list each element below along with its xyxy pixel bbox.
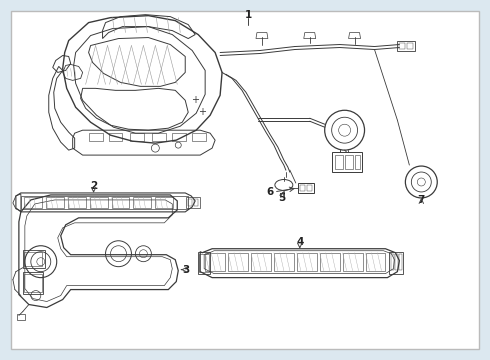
Bar bbox=[399, 254, 402, 270]
Text: 7: 7 bbox=[417, 195, 425, 205]
Bar bbox=[366, 253, 386, 271]
Bar bbox=[172, 133, 186, 141]
Bar bbox=[130, 133, 145, 141]
Bar bbox=[108, 133, 122, 141]
Bar bbox=[192, 133, 206, 141]
Bar bbox=[399, 42, 405, 49]
Bar bbox=[228, 253, 248, 271]
Text: 3: 3 bbox=[183, 265, 190, 275]
Text: 5: 5 bbox=[278, 193, 286, 203]
Bar bbox=[307, 185, 312, 191]
Bar bbox=[407, 42, 414, 49]
Bar bbox=[251, 253, 271, 271]
Bar bbox=[395, 254, 398, 270]
Bar bbox=[194, 199, 198, 206]
Bar bbox=[390, 252, 403, 274]
Bar bbox=[90, 197, 107, 208]
Bar bbox=[152, 133, 166, 141]
Bar bbox=[335, 155, 343, 169]
Bar bbox=[112, 197, 129, 208]
Bar bbox=[133, 197, 151, 208]
Bar bbox=[24, 197, 42, 208]
Bar bbox=[68, 197, 86, 208]
Bar bbox=[205, 253, 225, 271]
Bar bbox=[392, 254, 394, 270]
Bar bbox=[23, 250, 45, 268]
Bar bbox=[298, 183, 314, 193]
Bar bbox=[274, 253, 294, 271]
Bar bbox=[186, 197, 200, 208]
Bar bbox=[343, 253, 363, 271]
Text: 4: 4 bbox=[296, 237, 303, 247]
Text: 6: 6 bbox=[266, 187, 273, 197]
Bar bbox=[24, 252, 42, 266]
Bar bbox=[188, 199, 192, 206]
Bar bbox=[24, 274, 42, 292]
Bar bbox=[17, 315, 25, 320]
Bar bbox=[199, 254, 209, 272]
Text: +: + bbox=[198, 107, 206, 117]
Bar bbox=[355, 155, 360, 169]
Text: 1: 1 bbox=[245, 10, 251, 20]
Bar bbox=[155, 197, 173, 208]
Bar bbox=[300, 185, 305, 191]
Bar bbox=[23, 272, 43, 293]
Bar bbox=[332, 152, 362, 172]
Bar bbox=[46, 197, 64, 208]
Bar bbox=[344, 155, 353, 169]
Bar bbox=[397, 41, 416, 50]
Text: 2: 2 bbox=[90, 181, 97, 191]
Bar bbox=[89, 133, 102, 141]
Bar bbox=[198, 252, 210, 274]
Bar bbox=[319, 253, 340, 271]
Bar bbox=[297, 253, 317, 271]
Text: +: + bbox=[191, 95, 199, 105]
Bar bbox=[21, 196, 188, 209]
